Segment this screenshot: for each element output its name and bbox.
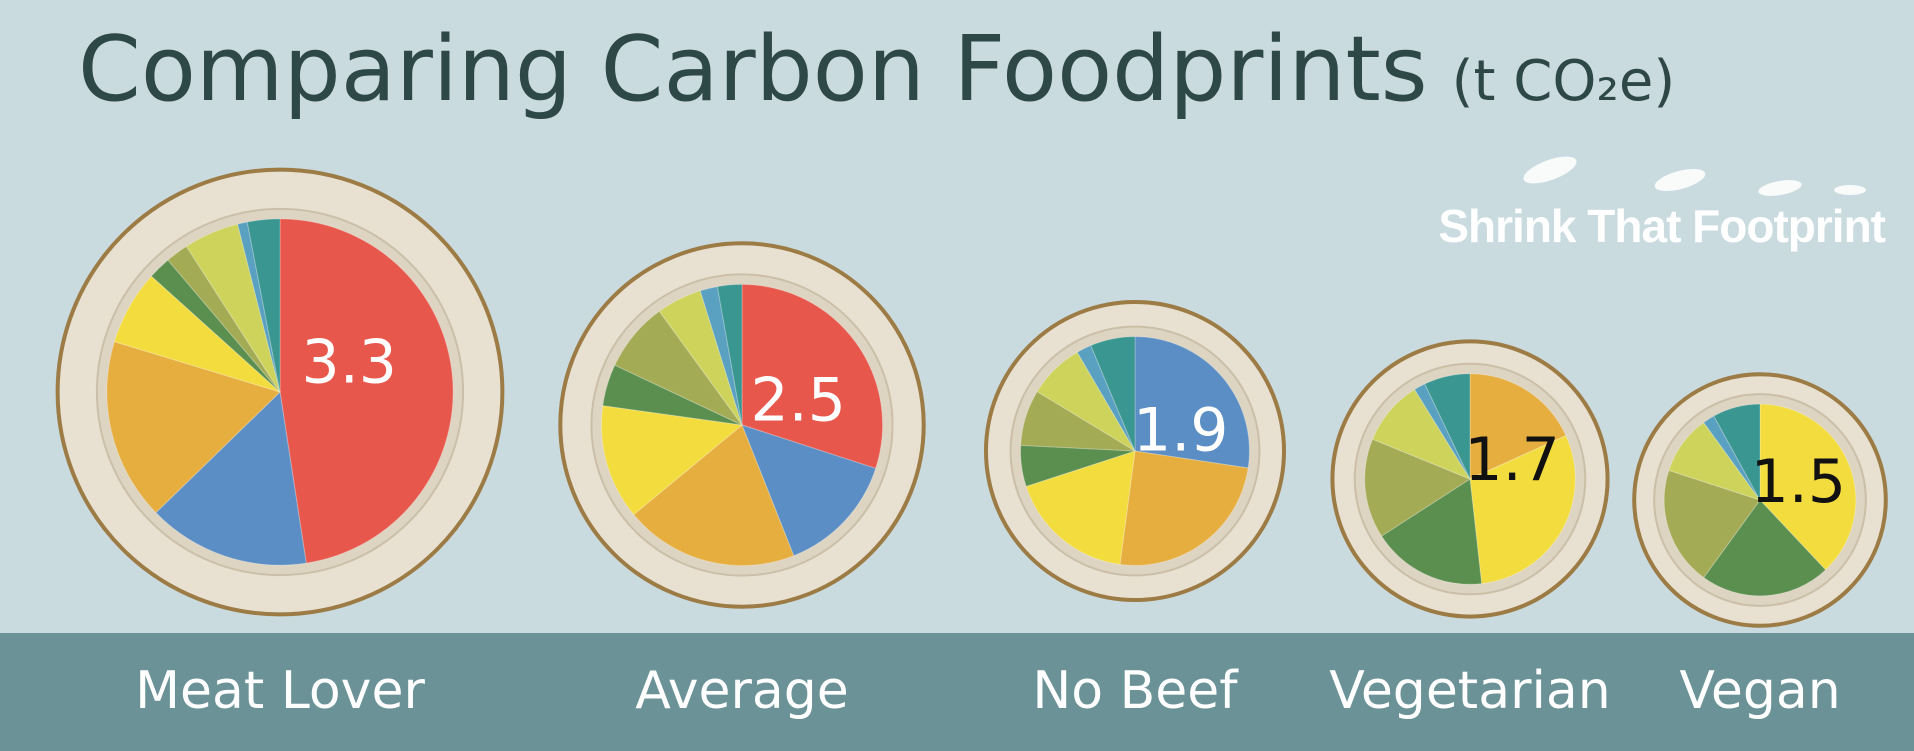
category-label: Vegetarian bbox=[1329, 661, 1610, 721]
infographic: Comparing Carbon Foodprints (t CO₂e) Shr… bbox=[0, 0, 1914, 751]
total-label: 1.9 bbox=[1133, 395, 1228, 465]
unit-label: (t CO₂e) bbox=[1452, 49, 1676, 114]
category-label: Average bbox=[635, 661, 849, 721]
total-label: 1.7 bbox=[1464, 425, 1559, 495]
category-label: Meat Lover bbox=[135, 661, 425, 721]
brand-name: Shrink That Footprint bbox=[1438, 200, 1885, 252]
page: Comparing Carbon Foodprints (t CO₂e) Shr… bbox=[0, 0, 1914, 751]
category-label: No Beef bbox=[1032, 661, 1239, 721]
total-label: 1.5 bbox=[1751, 447, 1846, 517]
chart-title: Comparing Carbon Foodprints bbox=[78, 17, 1428, 122]
total-label: 2.5 bbox=[751, 366, 846, 436]
total-label: 3.3 bbox=[302, 328, 397, 398]
category-label: Vegan bbox=[1679, 661, 1840, 721]
